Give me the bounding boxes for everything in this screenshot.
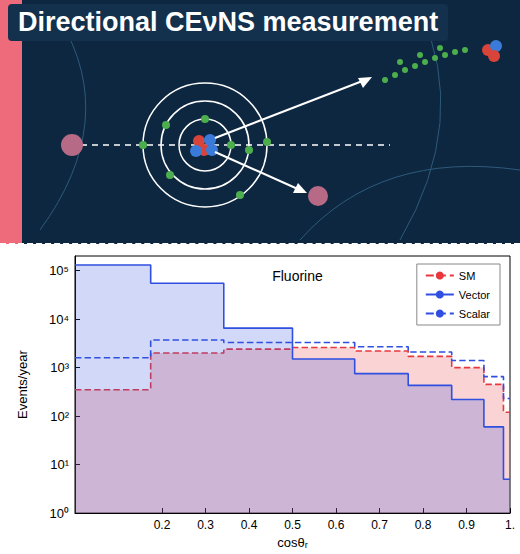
svg-text:0.7: 0.7 (371, 518, 388, 532)
svg-text:10⁰: 10⁰ (50, 506, 69, 521)
svg-text:0.3: 0.3 (197, 518, 214, 532)
svg-text:Fluorine: Fluorine (272, 268, 323, 284)
svg-text:0.2: 0.2 (154, 518, 171, 532)
html-text:Directional CEνNS measurement: Directional CEνNS measurement (18, 7, 439, 37)
svg-text:10²: 10² (50, 409, 69, 424)
svg-text:0.9: 0.9 (458, 518, 475, 532)
svg-text:Vector: Vector (459, 289, 491, 301)
svg-text:SM: SM (459, 270, 476, 282)
svg-text:0.5: 0.5 (284, 518, 301, 532)
svg-text:cosθᵣ: cosθᵣ (277, 535, 308, 550)
svg-text:Events/year: Events/year (15, 350, 30, 419)
svg-text:0.6: 0.6 (328, 518, 345, 532)
svg-text:10⁵: 10⁵ (49, 263, 69, 278)
svg-text:10³: 10³ (50, 360, 69, 375)
svg-text:10⁴: 10⁴ (49, 312, 69, 327)
svg-text:Scalar: Scalar (459, 308, 491, 320)
svg-text:1.: 1. (505, 518, 515, 532)
svg-text:0.8: 0.8 (415, 518, 432, 532)
svg-text:10¹: 10¹ (50, 457, 69, 472)
svg-text:0.4: 0.4 (241, 518, 258, 532)
